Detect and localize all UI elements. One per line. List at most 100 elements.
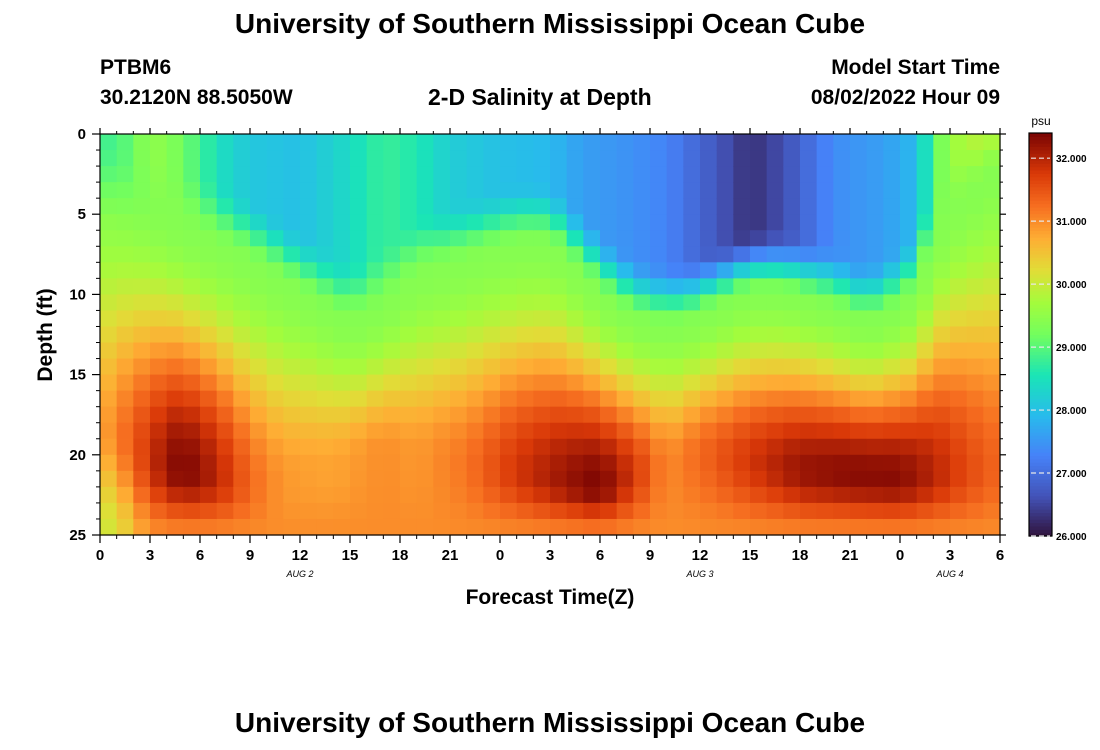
- heatmap-cell: [383, 518, 401, 536]
- heatmap-cell: [366, 134, 384, 151]
- colorbar-segment: [1029, 378, 1052, 383]
- heatmap-cell: [250, 502, 268, 520]
- heatmap-cell: [550, 438, 568, 456]
- heatmap-cell: [933, 262, 951, 279]
- heatmap-cell: [833, 326, 851, 344]
- heatmap-cell: [350, 358, 368, 376]
- heatmap-cell: [233, 262, 251, 279]
- heatmap-cell: [250, 486, 268, 504]
- heatmap-cell: [216, 182, 234, 199]
- heatmap-cell: [766, 390, 784, 408]
- heatmap-cell: [650, 294, 668, 312]
- colorbar-segment: [1029, 495, 1052, 500]
- heatmap-cell: [450, 214, 468, 231]
- heatmap-cell: [333, 422, 351, 440]
- heatmap-cell: [150, 214, 168, 231]
- heatmap-cell: [783, 342, 801, 360]
- heatmap-cell: [166, 422, 184, 440]
- colorbar-segment: [1029, 394, 1052, 399]
- heatmap-cell: [983, 374, 1001, 392]
- heatmap-cell: [416, 502, 434, 520]
- heatmap-cell: [483, 342, 501, 360]
- heatmap-cell: [100, 262, 118, 279]
- heatmap-cell: [900, 310, 918, 328]
- heatmap-cell: [250, 214, 268, 231]
- heatmap-cell: [116, 358, 134, 376]
- heatmap-cell: [800, 422, 818, 440]
- heatmap-cell: [750, 166, 768, 183]
- heatmap-cell: [600, 246, 618, 263]
- heatmap-cell: [550, 358, 568, 376]
- heatmap-cell: [283, 150, 301, 167]
- heatmap-cell: [300, 294, 318, 312]
- heatmap-cell: [983, 230, 1001, 247]
- heatmap-cell: [616, 422, 634, 440]
- heatmap-cell: [683, 374, 701, 392]
- heatmap-cell: [716, 294, 734, 312]
- heatmap-cell: [466, 230, 484, 247]
- heatmap-cell: [733, 182, 751, 199]
- colorbar-segment: [1029, 176, 1052, 181]
- heatmap-cell: [950, 326, 968, 344]
- heatmap-cell: [616, 470, 634, 488]
- heatmap-cell: [250, 374, 268, 392]
- heatmap-cell: [616, 150, 634, 167]
- heatmap-cell: [850, 246, 868, 263]
- heatmap-cell: [683, 294, 701, 312]
- heatmap-cell: [883, 262, 901, 279]
- heatmap-cell: [583, 198, 601, 215]
- heatmap-cell: [916, 310, 934, 328]
- heatmap-cell: [366, 470, 384, 488]
- heatmap-cell: [200, 326, 218, 344]
- heatmap-cell: [316, 438, 334, 456]
- heatmap-cell: [700, 390, 718, 408]
- heatmap-cell: [550, 198, 568, 215]
- heatmap-cell: [966, 358, 984, 376]
- heatmap-cell: [550, 422, 568, 440]
- heatmap-cell: [150, 390, 168, 408]
- heatmap-cell: [916, 342, 934, 360]
- heatmap-cell: [516, 518, 534, 536]
- colorbar-segment: [1029, 206, 1052, 211]
- heatmap-cell: [350, 486, 368, 504]
- heatmap-cell: [750, 454, 768, 472]
- heatmap-cell: [666, 326, 684, 344]
- heatmap-cell: [366, 262, 384, 279]
- heatmap-cell: [450, 358, 468, 376]
- heatmap-cell: [333, 182, 351, 199]
- heatmap-cell: [333, 198, 351, 215]
- heatmap-cell: [400, 262, 418, 279]
- heatmap-cell: [133, 278, 151, 295]
- colorbar-segment: [1029, 478, 1052, 483]
- heatmap-cell: [650, 214, 668, 231]
- heatmap-cell: [800, 246, 818, 263]
- heatmap-cell: [916, 294, 934, 312]
- heatmap-cell: [700, 438, 718, 456]
- heatmap-cell: [366, 518, 384, 536]
- heatmap-cell: [933, 358, 951, 376]
- heatmap-cell: [433, 406, 451, 424]
- heatmap-cell: [100, 518, 118, 536]
- heatmap-cell: [800, 390, 818, 408]
- heatmap-cell: [650, 278, 668, 295]
- heatmap-cell: [483, 358, 501, 376]
- heatmap-cell: [500, 294, 518, 312]
- heatmap-cell: [216, 342, 234, 360]
- heatmap-cell: [633, 230, 651, 247]
- heatmap-cell: [616, 166, 634, 183]
- heatmap-cell: [550, 262, 568, 279]
- heatmap-cell: [483, 134, 501, 151]
- heatmap-cell: [216, 518, 234, 536]
- heatmap-cell: [183, 246, 201, 263]
- heatmap-cell: [950, 262, 968, 279]
- heatmap-cell: [933, 198, 951, 215]
- heatmap-cell: [600, 134, 618, 151]
- colorbar-segment: [1029, 163, 1052, 168]
- heatmap-cell: [933, 390, 951, 408]
- heatmap-cell: [800, 406, 818, 424]
- station-coordinates: 30.2120N 88.5050W: [100, 86, 293, 109]
- heatmap-cell: [766, 278, 784, 295]
- heatmap-cell: [816, 422, 834, 440]
- colorbar-tick-label: 32.000: [1056, 154, 1087, 165]
- heatmap-cell: [200, 278, 218, 295]
